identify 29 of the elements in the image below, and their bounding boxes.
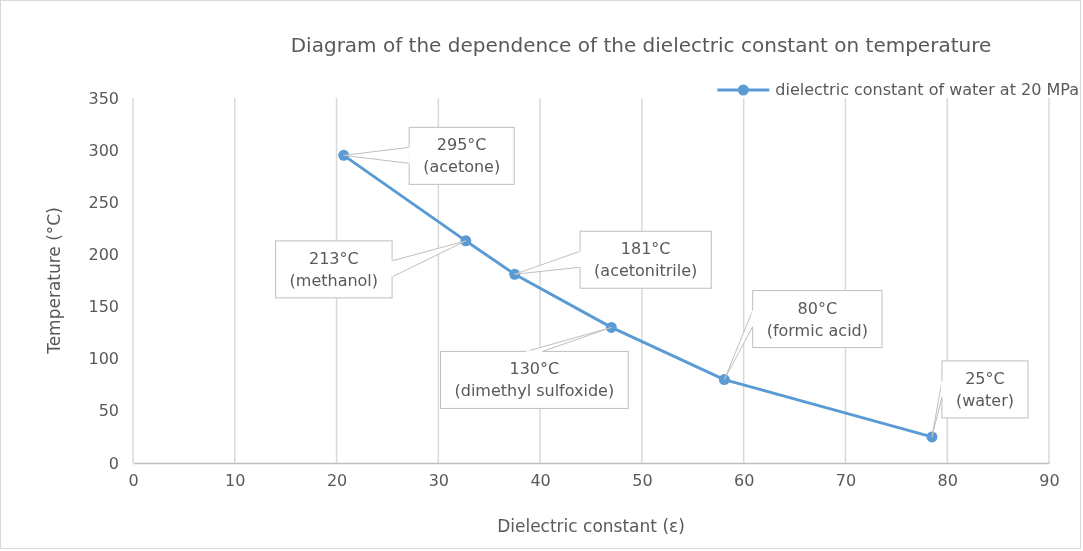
y-tick-label: 50	[98, 401, 119, 421]
x-axis-title: Dielectric constant (ε)	[497, 516, 685, 536]
y-tick-label: 150	[88, 297, 119, 317]
annotation: 213°C (methanol)	[289, 248, 379, 290]
x-tick-label: 10	[225, 471, 246, 491]
y-tick-label: 0	[108, 453, 119, 473]
annotation: 295°C (acetone)	[423, 135, 501, 177]
annotation: 181°C (acetonitrile)	[594, 239, 698, 281]
x-tick-label: 80	[937, 471, 958, 491]
x-tick-label: 70	[835, 471, 857, 491]
y-tick-label: 100	[88, 349, 119, 369]
y-tick-label: 250	[88, 192, 119, 212]
y-tick-label: 300	[88, 140, 119, 160]
x-tick-label: 60	[733, 471, 755, 491]
x-tick-label: 40	[530, 471, 551, 491]
y-tick-label: 200	[88, 245, 119, 265]
annotation: 80°C (formic acid)	[766, 298, 868, 340]
x-tick-label: 0	[128, 471, 139, 491]
x-tick-label: 30	[428, 471, 450, 491]
y-axis-title: Temperature (°C)	[44, 207, 64, 355]
x-tick-label: 20	[326, 471, 348, 491]
chart-title: Diagram of the dependence of the dielectric constant on temperature	[290, 33, 992, 57]
legend-label: dielectric constant of water at 20 MPa	[775, 80, 1079, 99]
x-tick-label: 50	[632, 471, 653, 491]
x-tick-label: 90	[1039, 471, 1060, 491]
point	[605, 321, 617, 333]
y-tick-label: 350	[88, 88, 119, 108]
annotation: 25°C (water)	[955, 368, 1014, 410]
annotation: 130°C (dimethyl sulfoxide)	[454, 359, 615, 401]
